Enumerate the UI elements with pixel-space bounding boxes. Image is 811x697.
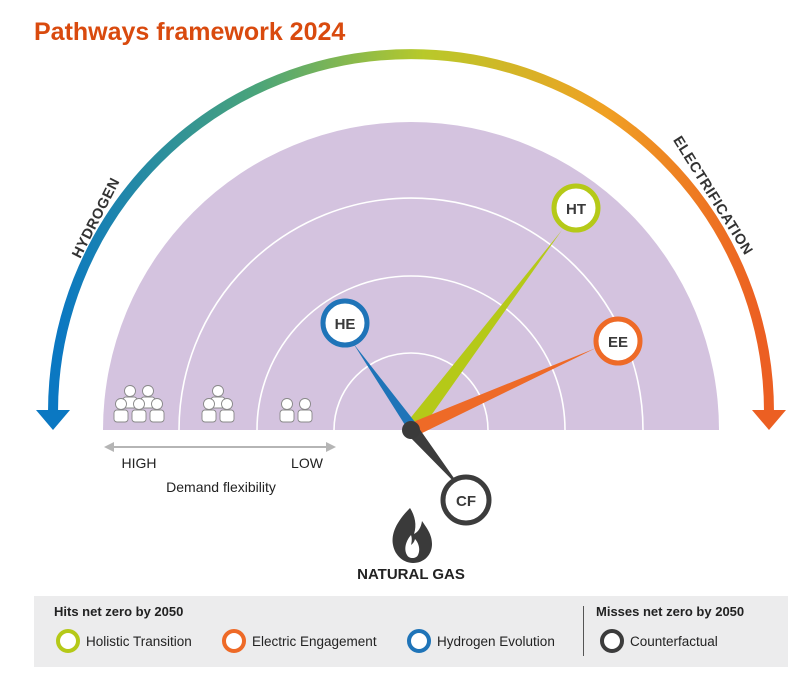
axis-caption: Demand flexibility (166, 479, 276, 495)
legend-divider (583, 606, 584, 656)
ht-needle (404, 230, 562, 434)
pathways-dial: HYDROGEN ELECTRIFICATION HIGH LOW Demand… (36, 49, 786, 583)
svg-text:HE: HE (335, 316, 356, 333)
flame-icon (392, 508, 432, 563)
cf-needle (405, 424, 463, 491)
marker-ee: EE (593, 316, 643, 366)
legend-item-holistic-transition: Holistic Transition (56, 629, 192, 653)
ring-middle (256, 275, 566, 431)
marker-he: HE (320, 298, 370, 348)
demand-flexibility-axis (104, 442, 336, 452)
electrification-label: ELECTRIFICATION (669, 134, 755, 259)
he-needle (353, 343, 415, 425)
legend-ring-icon (600, 629, 624, 653)
hydrogen-electrification-arc (48, 49, 774, 413)
svg-text:HT: HT (566, 201, 586, 218)
dial-pivot (402, 421, 420, 439)
legend-item-hydrogen-evolution: Hydrogen Evolution (407, 629, 555, 653)
people-group-large-icon (113, 385, 165, 423)
legend-ring-icon (222, 629, 246, 653)
legend-item-electric-engagement: Electric Engagement (222, 629, 377, 653)
people-group-small-icon (279, 398, 313, 423)
legend-item-counterfactual: Counterfactual (600, 629, 718, 653)
marker-cf: CF (440, 474, 492, 526)
natural-gas-label: NATURAL GAS (357, 566, 465, 583)
legend-ring-icon (56, 629, 80, 653)
svg-text:EE: EE (608, 334, 628, 351)
marker-ht: HT (551, 183, 601, 233)
svg-text:CF: CF (456, 493, 476, 510)
legend-panel: Hits net zero by 2050 Misses net zero by… (34, 596, 788, 667)
legend-ring-icon (407, 629, 431, 653)
axis-high-label: HIGH (122, 455, 157, 471)
page-title: Pathways framework 2024 (34, 18, 346, 46)
legend-misses-heading: Misses net zero by 2050 (596, 604, 745, 619)
ee-needle (408, 348, 596, 437)
hydrogen-arrowhead-icon (36, 410, 70, 430)
legend-hits-heading: Hits net zero by 2050 (54, 604, 184, 619)
people-group-medium-icon (201, 385, 235, 423)
axis-low-label: LOW (291, 455, 324, 471)
electrification-arrowhead-icon (752, 410, 786, 430)
